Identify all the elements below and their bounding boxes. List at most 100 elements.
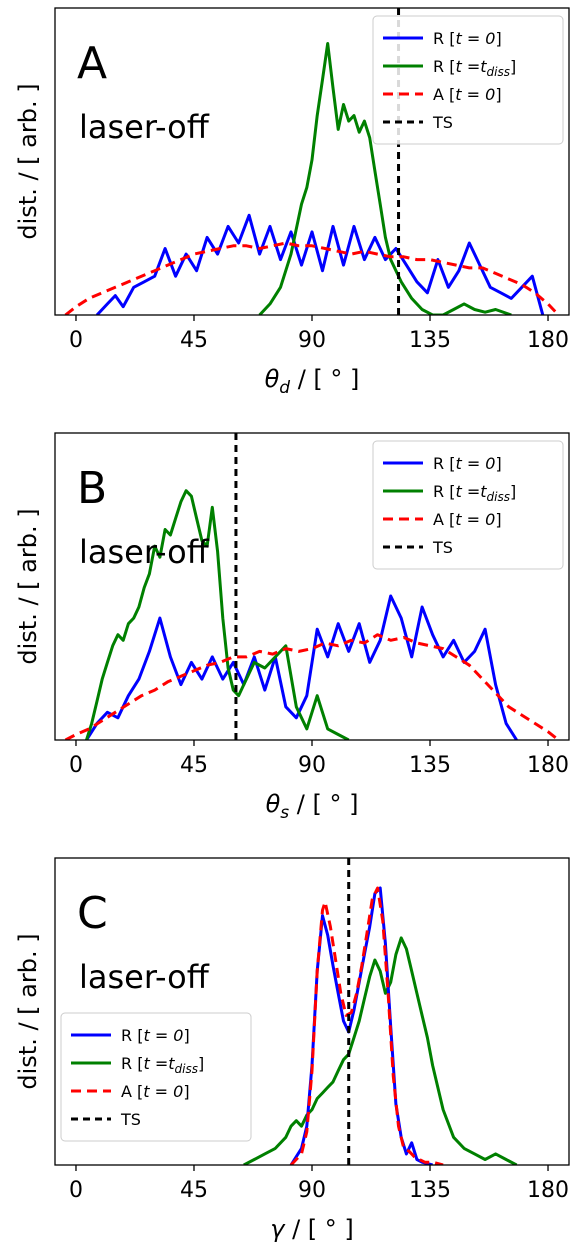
x-tick-label: 180 — [527, 1178, 569, 1203]
annotation-text: laser-off — [79, 108, 210, 146]
y-axis-label: dist. / [ arb. ] — [14, 933, 42, 1089]
legend-var: t = 0 — [143, 1082, 183, 1101]
legend-prefix: A [ — [433, 510, 455, 529]
legend-label-a-t0: A [t = 0] — [121, 1082, 190, 1101]
legend-close: ] — [183, 1082, 189, 1101]
x-tick-label: 45 — [180, 328, 208, 353]
annotation-text: laser-off — [79, 533, 210, 571]
series-line-a-t0 — [64, 241, 560, 315]
legend-t: t — [480, 482, 487, 501]
legend-label-a-t0: A [t = 0] — [433, 85, 502, 104]
legend-prefix: R [ — [433, 482, 455, 501]
panel-letter: B — [77, 463, 107, 514]
x-axis-unit: / [ ° ] — [290, 365, 359, 393]
legend-close: ] — [495, 510, 501, 529]
legend-prefix: R [ — [433, 29, 455, 48]
x-tick-label: 180 — [527, 753, 569, 778]
legend-label-a-t0: A [t = 0] — [433, 510, 502, 529]
panel-letter: C — [77, 888, 108, 939]
legend: R [t = 0]R [t =tdiss]A [t = 0]TS — [60, 1012, 252, 1142]
plot-area — [243, 858, 518, 1165]
legend-box — [60, 1012, 252, 1142]
legend-prefix: A [ — [433, 85, 455, 104]
x-axis-label: θs / [ ° ] — [266, 790, 359, 823]
legend-close: ] — [183, 1026, 189, 1045]
legend-sub: diss — [487, 65, 510, 79]
y-axis-label: dist. / [ arb. ] — [14, 508, 42, 664]
legend-sub: diss — [487, 490, 510, 504]
x-axis-symbol: θ — [265, 365, 280, 393]
legend-var: t = 0 — [143, 1026, 183, 1045]
series-line-r-tdiss — [85, 489, 350, 740]
legend-label-r-t0: R [t = 0] — [121, 1026, 190, 1045]
legend-var: t = 0 — [455, 510, 495, 529]
panel-a: 0 45 90 135 180 θd / [ ° ] dist. / [ arb. ] Ala… — [14, 7, 570, 398]
legend-var: t = 0 — [455, 454, 495, 473]
series-line-r-t0 — [85, 594, 518, 740]
x-axis-unit: / [ ° ] — [289, 790, 358, 818]
legend-label-ts: TS — [120, 1110, 141, 1129]
x-axis-symbol: γ — [270, 1215, 286, 1243]
x-tick-label: 90 — [298, 328, 326, 353]
legend-prefix: A [ — [121, 1082, 143, 1101]
legend-var: t = 0 — [455, 29, 495, 48]
x-tick-label: 135 — [409, 1178, 451, 1203]
series-line-r-t0 — [95, 213, 545, 315]
legend-prefix: R [ — [433, 57, 455, 76]
x-tick-label: 0 — [69, 1178, 83, 1203]
legend-close: ] — [495, 454, 501, 473]
legend-label-ts: TS — [432, 113, 453, 132]
x-tick-label: 180 — [527, 328, 569, 353]
legend-var: t = — [455, 482, 480, 501]
legend-label-ts: TS — [432, 538, 453, 557]
legend-close: ] — [510, 57, 516, 76]
legend-t: t — [168, 1054, 175, 1073]
legend-prefix: R [ — [121, 1054, 143, 1073]
x-axis-label: θd / [ ° ] — [265, 365, 360, 398]
legend-t: t — [480, 57, 487, 76]
series-line-a-t0 — [289, 886, 444, 1165]
legend-box — [372, 440, 564, 570]
x-axis-symbol: θ — [266, 790, 281, 818]
legend-close: ] — [495, 29, 501, 48]
legend: R [t = 0]R [t =tdiss]A [t = 0]TS — [372, 440, 564, 570]
legend-close: ] — [198, 1054, 204, 1073]
panel-b: 0 45 90 135 180 θs / [ ° ] dist. / [ arb. ] Bla… — [14, 432, 570, 823]
legend-label-r-t0: R [t = 0] — [433, 454, 502, 473]
legend-var: t = — [455, 57, 480, 76]
x-tick-label: 0 — [69, 753, 83, 778]
annotation-text: laser-off — [79, 958, 210, 996]
legend-close: ] — [510, 482, 516, 501]
legend-prefix: R [ — [433, 454, 455, 473]
series-line-r-tdiss — [258, 42, 512, 315]
legend-var: t = 0 — [455, 85, 495, 104]
x-tick-label: 45 — [180, 1178, 208, 1203]
y-axis-label: dist. / [ arb. ] — [14, 83, 42, 239]
series-line-a-t0 — [64, 633, 560, 740]
x-tick-label: 90 — [298, 753, 326, 778]
series-line-r-tdiss — [243, 936, 518, 1165]
legend-label-r-t0: R [t = 0] — [433, 29, 502, 48]
x-tick-label: 135 — [409, 753, 451, 778]
legend-label-r-tdiss: R [t =tdiss] — [433, 482, 516, 504]
legend-label-r-tdiss: R [t =tdiss] — [433, 57, 516, 79]
legend-close: ] — [495, 85, 501, 104]
x-axis-label: γ / [ ° ] — [270, 1215, 354, 1243]
legend-sub: diss — [175, 1062, 198, 1076]
x-tick-label: 0 — [69, 328, 83, 353]
x-tick-label: 135 — [409, 328, 451, 353]
x-axis-subscript: d — [279, 378, 290, 398]
legend: R [t = 0]R [t =tdiss]A [t = 0]TS — [372, 15, 564, 145]
legend-box — [372, 15, 564, 145]
legend-prefix: R [ — [121, 1026, 143, 1045]
panel-c: 0 45 90 135 180 γ / [ ° ] dist. / [ arb. ] Clas… — [14, 857, 570, 1243]
plot-area — [64, 433, 560, 740]
panel-letter: A — [77, 38, 107, 89]
x-axis-unit: / [ ° ] — [284, 1215, 353, 1243]
series-line-r-t0 — [289, 886, 433, 1165]
x-axis-subscript: s — [280, 803, 289, 823]
x-tick-label: 45 — [180, 753, 208, 778]
x-tick-label: 90 — [298, 1178, 326, 1203]
legend-label-r-tdiss: R [t =tdiss] — [121, 1054, 204, 1076]
